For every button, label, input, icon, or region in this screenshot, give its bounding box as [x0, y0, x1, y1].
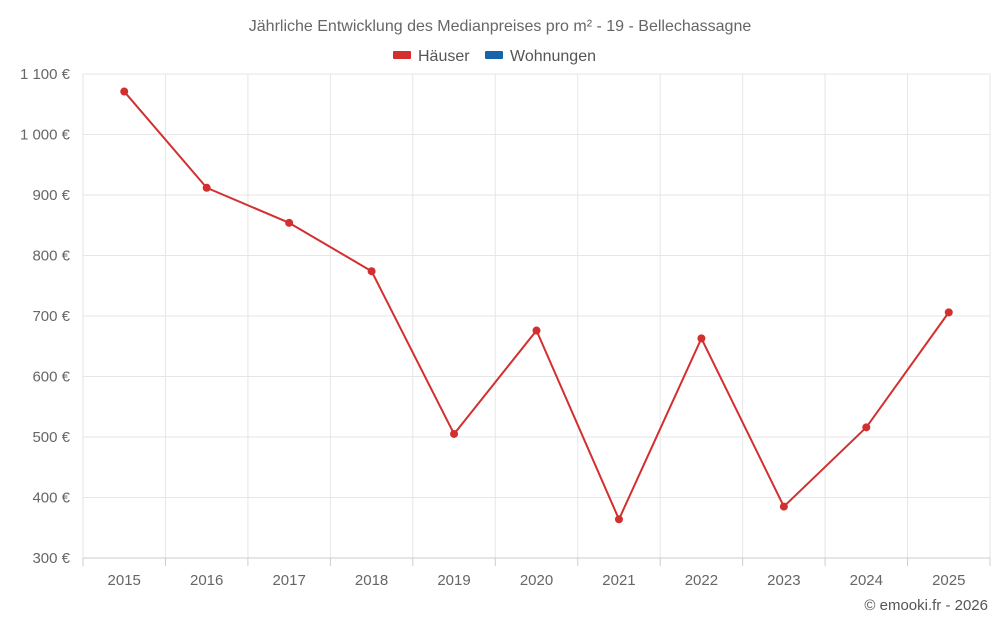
data-point-2018[interactable]: [367, 267, 376, 276]
x-tick-label: 2017: [272, 572, 305, 589]
x-tick-label: 2021: [602, 572, 635, 589]
legend-swatch-haeuser: [393, 51, 411, 59]
credit-text: © emooki.fr - 2026: [864, 597, 988, 614]
data-point-2024[interactable]: [862, 423, 871, 432]
x-tick-label: 2025: [932, 572, 965, 589]
y-tick-label: 300 €: [32, 550, 70, 567]
chart-title: Jährliche Entwicklung des Medianpreises …: [249, 18, 752, 35]
y-tick-label: 800 €: [32, 248, 70, 265]
data-point-2021[interactable]: [614, 515, 623, 524]
data-point-2015[interactable]: [120, 87, 129, 96]
series-haeuser: [120, 87, 953, 524]
y-tick-label: 400 €: [32, 490, 70, 507]
y-tick-label: 600 €: [32, 369, 70, 386]
y-tick-label: 1 000 €: [20, 127, 71, 144]
x-gridlines: [82, 74, 991, 558]
y-gridlines: [83, 73, 990, 498]
x-axis: 2015 2016 2017 2018 2019 2020 2021 2022 2023 2024…: [82, 557, 991, 589]
x-tick-label: 2018: [355, 572, 388, 589]
y-axis: 300 € 400 € 500 € 600 € 700 € 800 € 900 € 1 000…: [20, 66, 71, 567]
y-tick-label: 1 100 €: [20, 66, 71, 83]
x-tick-label: 2019: [437, 572, 470, 589]
data-point-2025[interactable]: [944, 308, 953, 317]
legend: Häuser Wohnungen: [393, 48, 596, 65]
legend-item-wohnungen[interactable]: Wohnungen: [485, 48, 596, 65]
x-tick-label: 2020: [520, 572, 553, 589]
data-point-2022[interactable]: [697, 334, 706, 343]
x-tick-label: 2016: [190, 572, 223, 589]
data-point-2017[interactable]: [285, 218, 294, 227]
legend-label-haeuser: Häuser: [418, 48, 470, 65]
x-tick-label: 2024: [850, 572, 883, 589]
legend-swatch-wohnungen: [485, 51, 503, 59]
y-tick-label: 700 €: [32, 308, 70, 325]
data-point-2020[interactable]: [532, 326, 541, 335]
data-point-2019[interactable]: [450, 429, 459, 438]
legend-label-wohnungen: Wohnungen: [510, 48, 596, 65]
x-tick-label: 2022: [685, 572, 718, 589]
x-tick-label: 2023: [767, 572, 800, 589]
y-tick-label: 500 €: [32, 429, 70, 446]
x-tick-label: 2015: [108, 572, 141, 589]
data-point-2016[interactable]: [202, 183, 211, 192]
legend-item-haeuser[interactable]: Häuser: [393, 48, 470, 65]
y-tick-label: 900 €: [32, 187, 70, 204]
data-point-2023[interactable]: [779, 502, 788, 511]
